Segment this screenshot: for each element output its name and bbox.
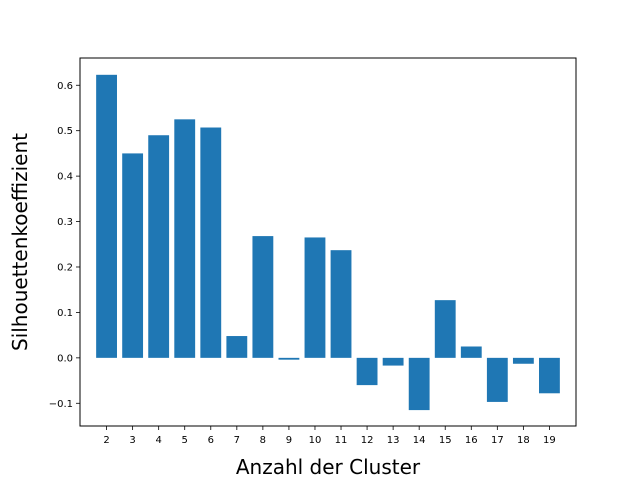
y-tick-label: 0.3 <box>57 217 73 228</box>
x-tick-label: 4 <box>155 435 161 446</box>
bar-16 <box>460 346 482 358</box>
y-axis-ticks: −0.1 0.0 0.1 0.2 0.3 0.4 0.5 0.6 <box>49 81 80 410</box>
x-tick-label: 5 <box>182 435 188 446</box>
bar-2 <box>96 74 117 358</box>
bar-3 <box>122 153 144 358</box>
x-tick-label: 6 <box>208 435 214 446</box>
y-tick-label: 0.5 <box>57 126 73 137</box>
bar-13 <box>382 357 404 366</box>
bar-12 <box>356 357 378 386</box>
bar-7 <box>226 336 248 358</box>
x-tick-label: 9 <box>286 435 292 446</box>
bar-9 <box>278 357 300 360</box>
y-tick-label: 0.4 <box>57 172 73 183</box>
bar-18 <box>512 357 534 364</box>
x-axis-title: Anzahl der Cluster <box>236 455 421 479</box>
plot-frame <box>79 57 577 427</box>
x-tick-label: 15 <box>439 435 452 446</box>
bar-19 <box>539 357 560 394</box>
y-tick-label: 0.2 <box>57 262 73 273</box>
bars-group <box>96 74 560 411</box>
bar-14 <box>408 357 430 411</box>
bar-5 <box>174 119 196 358</box>
y-tick-label: 0.6 <box>57 81 73 92</box>
bar-4 <box>148 135 170 358</box>
x-tick-label: 3 <box>129 435 135 446</box>
x-tick-label: 12 <box>361 435 374 446</box>
bar-6 <box>200 127 222 358</box>
bar-10 <box>304 237 326 358</box>
y-tick-label: −0.1 <box>49 399 73 410</box>
x-tick-label: 10 <box>309 435 322 446</box>
x-axis-ticks: 2 3 4 5 6 7 8 9 10 11 12 13 14 15 16 17 18 19 <box>103 426 556 446</box>
x-tick-label: 8 <box>260 435 266 446</box>
x-tick-label: 19 <box>543 435 556 446</box>
bar-11 <box>330 250 352 358</box>
x-tick-label: 17 <box>491 435 504 446</box>
x-tick-label: 2 <box>103 435 109 446</box>
x-tick-label: 16 <box>465 435 478 446</box>
x-tick-label: 11 <box>335 435 348 446</box>
bar-17 <box>486 357 508 402</box>
y-axis-title: Silhouettenkoeffizient <box>8 133 32 351</box>
y-tick-label: 0.1 <box>57 308 73 319</box>
x-tick-label: 7 <box>234 435 240 446</box>
bar-15 <box>434 300 456 358</box>
x-tick-label: 14 <box>413 435 426 446</box>
y-tick-label: 0.0 <box>57 353 73 364</box>
x-tick-label: 13 <box>387 435 400 446</box>
bar-8 <box>252 236 274 358</box>
x-tick-label: 18 <box>517 435 530 446</box>
